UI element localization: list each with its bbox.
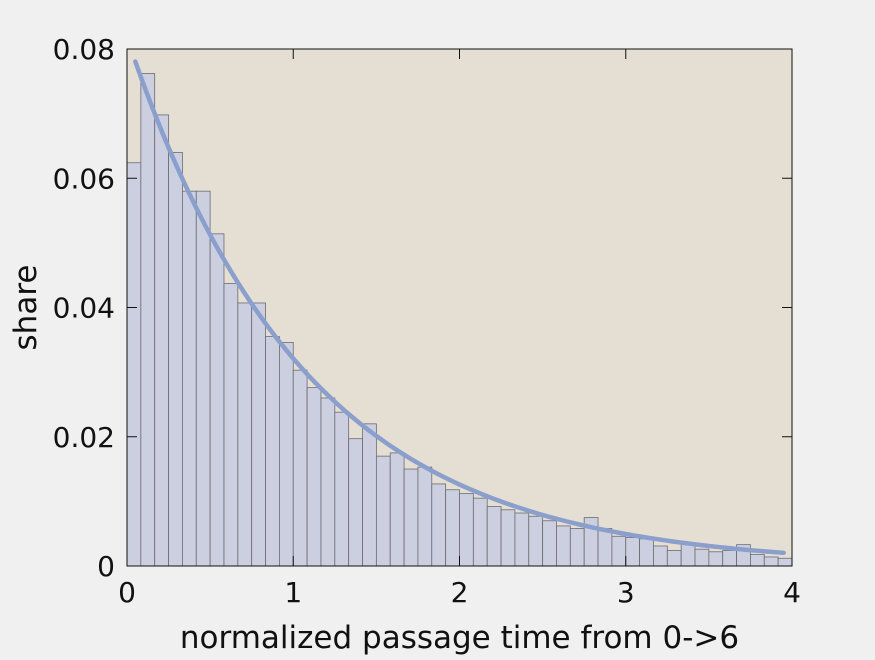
histogram-bar — [750, 553, 765, 567]
histogram-bar — [168, 151, 183, 567]
histogram-bar — [154, 114, 169, 567]
histogram-bar — [417, 466, 433, 567]
y-tick-label: 0.06 — [53, 162, 115, 195]
histogram-bar — [375, 455, 391, 567]
x-tick-label: 1 — [284, 576, 302, 609]
histogram-bar — [320, 397, 336, 567]
histogram-bar — [625, 537, 640, 567]
histogram-bar — [763, 556, 779, 567]
x-axis-label: normalized passage time from 0->6 — [180, 620, 739, 656]
histogram-bar — [611, 535, 627, 567]
histogram-bar — [597, 528, 613, 567]
tick-labels: 0 1 2 3 4 0 0.02 0.04 0.06 0.08 — [53, 33, 801, 609]
histogram-bar — [639, 538, 654, 567]
histogram-bar — [292, 369, 308, 567]
histogram-bar — [472, 497, 488, 567]
histogram-bar — [195, 190, 211, 567]
histogram-bar — [348, 438, 363, 567]
histogram-bar — [279, 341, 294, 567]
histogram-bar — [569, 528, 585, 567]
histogram-bar — [237, 302, 253, 567]
histogram-bar — [223, 283, 239, 567]
histogram-bar — [265, 336, 280, 567]
histogram-bar — [306, 387, 322, 567]
y-tick-label: 0.02 — [53, 421, 115, 454]
x-tick-label: 2 — [451, 576, 469, 609]
histogram-bar — [459, 493, 474, 567]
histogram-bar — [542, 520, 557, 567]
histogram-bar — [653, 545, 668, 567]
histogram-bar — [528, 515, 544, 567]
histogram-bar — [431, 483, 447, 567]
histogram-bar — [514, 512, 530, 567]
y-tick-label: 0 — [97, 550, 115, 583]
fit-curve-line — [133, 59, 786, 556]
y-axis-label: share — [8, 265, 44, 351]
axis-ticks — [126, 48, 793, 567]
x-tick-label: 3 — [617, 576, 635, 609]
histogram-bar — [140, 73, 156, 567]
x-tick-label: 0 — [118, 576, 136, 609]
x-tick-label: 4 — [783, 576, 801, 609]
y-tick-label: 0.08 — [53, 33, 115, 66]
histogram-bar — [182, 190, 197, 567]
histogram-bar — [403, 468, 419, 567]
histogram-bar — [334, 411, 350, 567]
histogram-bar — [445, 489, 460, 567]
y-tick-label: 0.04 — [53, 292, 115, 325]
histogram-bar — [708, 551, 724, 567]
histogram-bar — [722, 550, 737, 567]
histogram-bar — [389, 452, 405, 567]
histogram-bar — [777, 557, 793, 567]
histogram-bar — [500, 509, 516, 567]
histogram-bar — [666, 550, 682, 567]
histogram-bar — [694, 548, 710, 567]
histogram-bar — [126, 162, 142, 567]
histogram-bar — [556, 525, 571, 567]
histogram-bar — [251, 302, 266, 567]
histogram-bar — [209, 233, 225, 567]
histogram-bar — [486, 506, 502, 567]
histogram-bar — [362, 423, 377, 567]
